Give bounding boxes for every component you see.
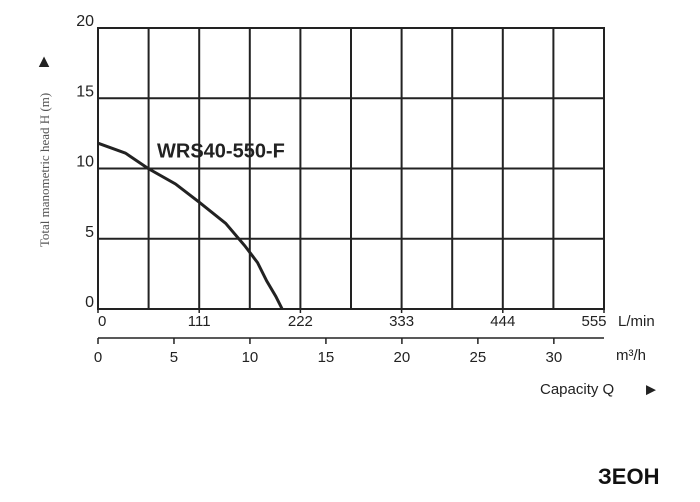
y-axis-label: Total manometric head H (m) <box>37 93 52 247</box>
curve <box>97 141 284 310</box>
x2-tick-label: 5 <box>170 349 178 366</box>
x2-tick-label: 25 <box>470 349 487 366</box>
x-unit: L/min <box>618 313 655 330</box>
x-tick-label: 333 <box>389 313 414 330</box>
x-tick-label: 555 <box>581 313 606 330</box>
logo: ЗЕОН <box>598 464 659 489</box>
curve-label: WRS40-550-F <box>157 140 285 162</box>
x2-tick-label: 30 <box>546 349 563 366</box>
y-tick-label: 5 <box>85 224 94 241</box>
x-axis-label: Capacity Q <box>540 381 614 398</box>
x2-tick-label: 0 <box>94 349 102 366</box>
x-tick-label: 444 <box>490 313 515 330</box>
x-arrow: ▶ <box>646 381 656 396</box>
x2-tick-label: 20 <box>394 349 411 366</box>
x2-unit: m³/h <box>616 347 646 364</box>
y-arrow: ▲ <box>35 51 53 71</box>
x-tick-label: 0 <box>98 313 106 330</box>
x2-tick-label: 10 <box>242 349 259 366</box>
y-tick-label: 20 <box>76 13 94 30</box>
x2-tick-label: 15 <box>318 349 335 366</box>
y-tick-label: 0 <box>85 294 94 311</box>
y-tick-label: 10 <box>76 154 94 171</box>
x-tick-label: 222 <box>288 313 313 330</box>
y-tick-label: 15 <box>76 83 94 100</box>
x-tick-label: 111 <box>188 313 211 330</box>
